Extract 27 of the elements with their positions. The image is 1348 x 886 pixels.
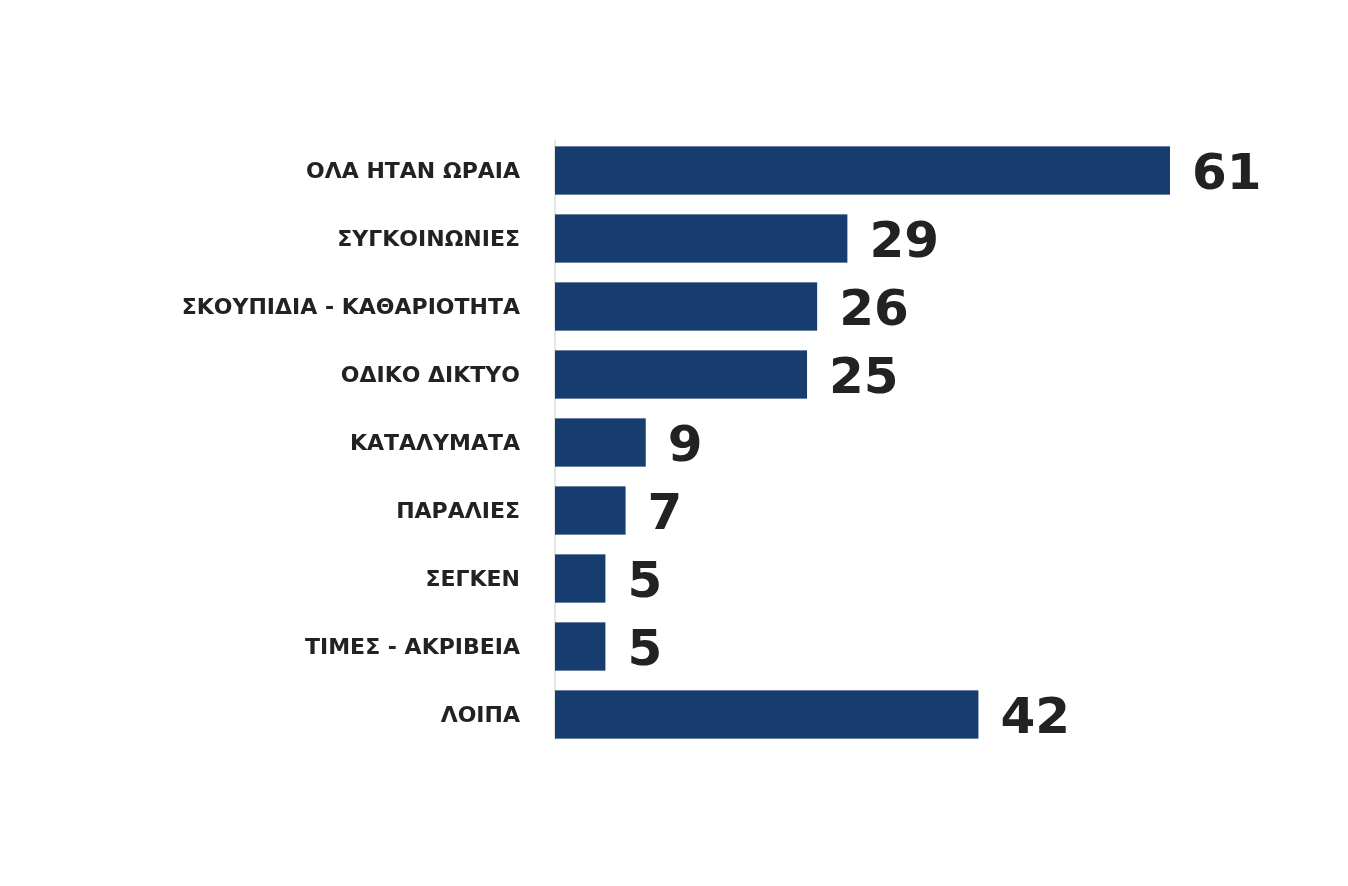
bar: [555, 486, 626, 535]
data-label: 61: [1192, 142, 1262, 201]
bar: [555, 282, 818, 331]
data-label: 7: [647, 482, 683, 541]
data-label: 29: [869, 210, 939, 269]
bar: [555, 350, 808, 399]
y-tick-label: ΣΚΟΥΠΙΔΙΑ - ΚΑΘΑΡΙΟΤΗΤΑ: [181, 294, 520, 320]
y-tick-label: ΟΛΑ ΗΤΑΝ ΩΡΑΙΑ: [306, 158, 520, 184]
bar: [555, 622, 606, 671]
bar: [555, 214, 848, 263]
y-tick-label: ΚΑΤΑΛΥΜΑΤΑ: [349, 430, 520, 456]
y-tick-label: ΠΑΡΑΛΙΕΣ: [396, 498, 520, 524]
y-tick-label: ΣΥΓΚΟΙΝΩΝΙΕΣ: [337, 226, 520, 252]
bar: [555, 690, 979, 739]
y-tick-label: ΟΔΙΚΟ ΔΙΚΤΥΟ: [340, 362, 520, 388]
y-tick-label: ΤΙΜΕΣ - ΑΚΡΙΒΕΙΑ: [305, 634, 520, 660]
data-label: 9: [667, 414, 703, 473]
data-label: 42: [1000, 686, 1071, 745]
data-label: 5: [627, 550, 663, 609]
y-tick-label: ΛΟΙΠΑ: [440, 702, 520, 728]
bar: [555, 418, 646, 467]
bar: [555, 554, 606, 603]
bar: [555, 146, 1170, 195]
y-tick-label: ΣΕΓΚΕΝ: [425, 566, 520, 592]
data-label: 5: [627, 618, 663, 677]
data-label: 25: [829, 346, 899, 405]
data-label: 26: [839, 278, 909, 337]
